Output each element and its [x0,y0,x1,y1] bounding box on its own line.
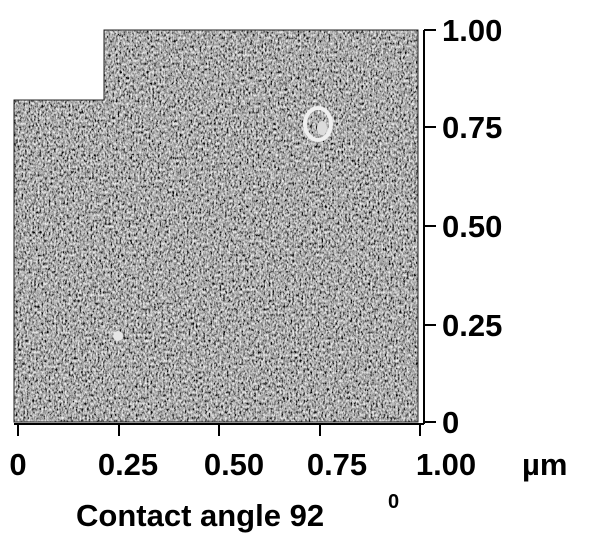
spot-highlight [113,331,123,341]
caption: Contact angle 92 0 [76,491,399,533]
caption-superscript: 0 [388,491,399,513]
right-tick-label: 0.50 [442,209,502,244]
right-tick-label: 0.75 [442,110,502,145]
micrograph-image [14,30,418,422]
particle-highlight [303,106,333,142]
caption-text: Contact angle 92 [76,498,324,533]
right-tick-label: 0 [442,405,459,440]
bottom-tick-label: 1.00 [416,447,476,482]
unit-label: µm [522,447,567,482]
bottom-tick-label: 0.75 [307,447,367,482]
right-tick-label: 1.00 [442,13,502,48]
bottom-axis: 0 0.25 0.50 0.75 1.00 µm [9,423,567,482]
right-axis: 1.00 0.75 0.50 0.25 0 [423,13,502,440]
bottom-tick-label: 0 [9,447,26,482]
right-tick-label: 0.25 [442,308,502,343]
bottom-tick-label: 0.50 [204,447,264,482]
bottom-tick-label: 0.25 [98,447,158,482]
